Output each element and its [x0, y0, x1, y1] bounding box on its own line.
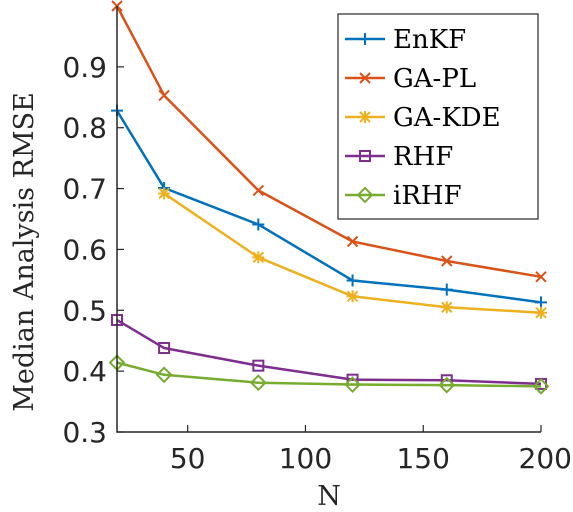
legend-label-enkf: EnKF: [393, 25, 466, 55]
y-axis-title: Median Analysis RMSE: [9, 92, 40, 412]
legend-marker-rhf: [359, 150, 371, 162]
data-point-ga-pl: [252, 184, 265, 197]
y-tick-label: 0.6: [62, 233, 107, 266]
data-point-ga-kde: [535, 306, 547, 319]
x-tick-label: 200: [519, 442, 572, 475]
data-point-irhf: [344, 376, 361, 393]
data-point-rhf: [252, 359, 265, 372]
y-tick-label: 0.4: [62, 355, 107, 388]
data-point-ga-pl: [535, 271, 547, 283]
y-tick-label: 0.3: [62, 416, 107, 449]
y-tick-label: 0.9: [62, 51, 107, 84]
data-point-ga-kde: [158, 187, 171, 200]
legend: EnKF GA-PL GA-KDE RHF iRHF: [337, 13, 539, 220]
legend-label-rhf: RHF: [393, 142, 453, 172]
data-point-ga-kde: [346, 290, 359, 303]
data-point-ga-kde: [440, 301, 453, 314]
data-point-rhf: [158, 342, 171, 355]
data-point-irhf: [249, 374, 267, 392]
axes: 0.3 0.4 0.5 0.6 0.7 0.8 0.9 50 100 150 200: [62, 6, 572, 475]
legend-marker-ga-kde: [359, 111, 371, 123]
legend-marker-ga-pl: [359, 72, 371, 84]
data-point-enkf: [346, 274, 359, 287]
legend-label-ga-kde: GA-KDE: [393, 103, 501, 133]
data-point-enkf: [535, 296, 547, 309]
data-point-ga-pl: [158, 89, 170, 102]
x-tick-label: 50: [170, 442, 206, 475]
data-point-irhf: [155, 366, 173, 384]
data-point-irhf: [438, 376, 456, 394]
data-point-ga-pl: [441, 255, 453, 267]
y-tick-label: 0.7: [62, 173, 107, 206]
data-point-irhf: [532, 377, 549, 395]
series-line-enkf: [115, 110, 542, 304]
data-point-enkf: [252, 218, 265, 231]
plot-area: [109, 0, 549, 395]
data-point-enkf: [440, 283, 453, 296]
data-point-ga-kde: [252, 251, 265, 264]
x-tick-label: 150: [396, 442, 449, 475]
legend-label-irhf: iRHF: [393, 181, 462, 211]
legend-marker-enkf: [359, 33, 371, 45]
legend-label-ga-pl: GA-PL: [393, 64, 476, 94]
x-axis-title: N: [317, 481, 341, 512]
series-line-rhf: [116, 318, 542, 386]
legend-marker-irhf: [356, 186, 374, 204]
data-point-ga-pl: [346, 235, 359, 248]
y-tick-label: 0.5: [62, 294, 107, 327]
series-line-irhf: [116, 361, 542, 388]
series-line-ga-pl: [115, 5, 542, 279]
x-tick-label: 100: [279, 442, 332, 475]
y-tick-label: 0.8: [62, 112, 107, 145]
